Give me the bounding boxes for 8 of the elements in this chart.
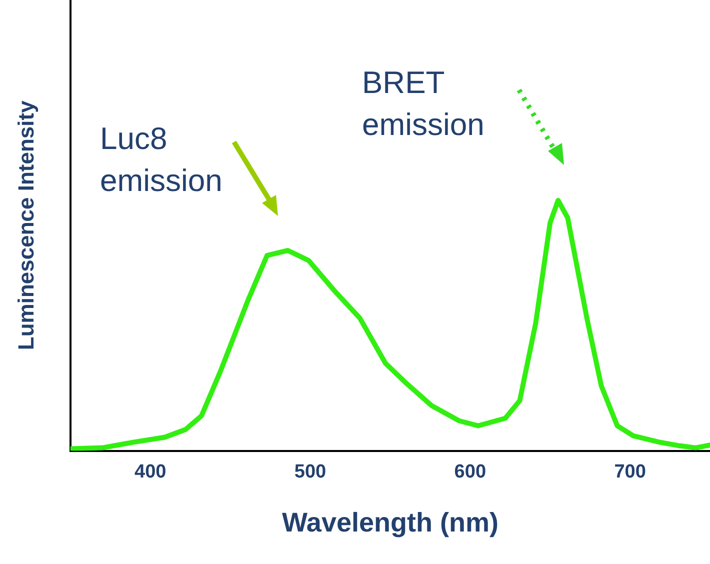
x-tick-label: 500 bbox=[294, 461, 326, 482]
x-tick-label: 400 bbox=[134, 461, 166, 482]
y-axis-title: Luminescence Intensity bbox=[13, 100, 38, 350]
x-tick-label: 600 bbox=[454, 461, 486, 482]
x-axis-title: Wavelength (nm) bbox=[282, 507, 498, 538]
x-tick-label: 700 bbox=[614, 461, 646, 482]
text: Luc8 emission bbox=[100, 120, 224, 200]
text: BRET emission bbox=[362, 64, 486, 144]
